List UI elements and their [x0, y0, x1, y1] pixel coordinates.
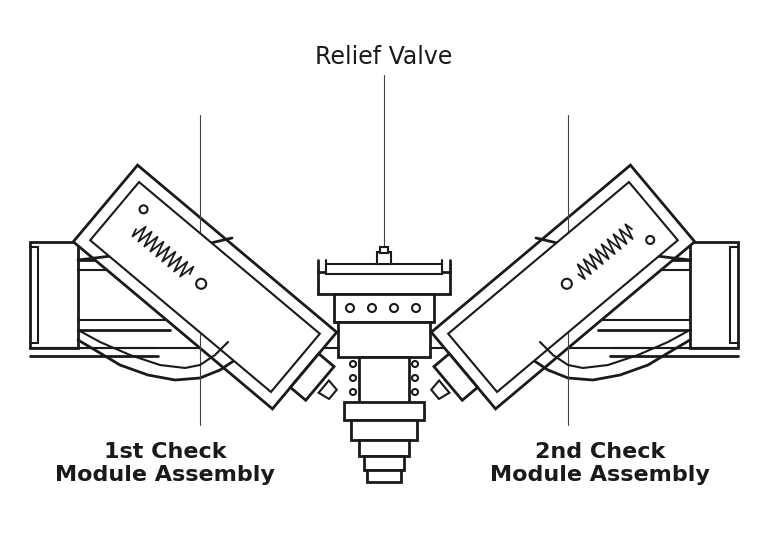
Bar	[326, 264, 442, 274]
Bar	[380, 247, 388, 253]
Polygon shape	[30, 242, 78, 348]
Polygon shape	[449, 182, 678, 392]
Bar	[364, 456, 404, 470]
Bar	[338, 322, 430, 357]
Bar	[359, 357, 409, 407]
Polygon shape	[432, 165, 695, 409]
Text: Relief Valve: Relief Valve	[316, 45, 452, 69]
Circle shape	[412, 389, 418, 395]
Text: 2nd Check
Module Assembly: 2nd Check Module Assembly	[490, 442, 710, 485]
Polygon shape	[431, 381, 449, 399]
Circle shape	[350, 389, 356, 395]
Circle shape	[196, 279, 206, 289]
Text: 1st Check
Module Assembly: 1st Check Module Assembly	[55, 442, 275, 485]
Bar	[377, 252, 391, 264]
Polygon shape	[319, 381, 337, 399]
Bar	[318, 272, 450, 294]
Circle shape	[350, 361, 356, 367]
Circle shape	[346, 304, 354, 312]
Bar	[367, 470, 401, 482]
Bar	[351, 420, 417, 440]
Polygon shape	[73, 165, 336, 409]
Bar	[334, 294, 434, 322]
Polygon shape	[690, 242, 738, 348]
Bar	[344, 402, 424, 420]
Circle shape	[646, 236, 654, 244]
Circle shape	[140, 205, 147, 213]
Circle shape	[390, 304, 398, 312]
Circle shape	[412, 361, 418, 367]
Bar	[359, 440, 409, 456]
Polygon shape	[290, 354, 334, 400]
Circle shape	[412, 375, 418, 381]
Circle shape	[368, 304, 376, 312]
Circle shape	[412, 304, 420, 312]
Polygon shape	[434, 354, 478, 400]
Circle shape	[350, 375, 356, 381]
Circle shape	[562, 279, 572, 289]
Polygon shape	[90, 182, 319, 392]
